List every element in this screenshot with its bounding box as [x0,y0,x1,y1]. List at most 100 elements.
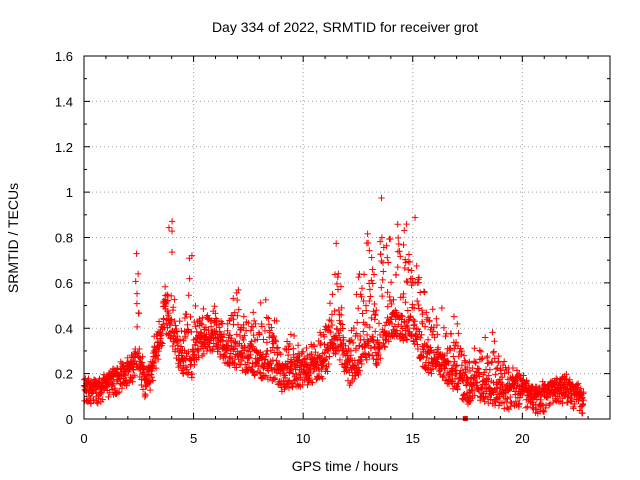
data-point [250,331,257,339]
data-point [410,337,417,344]
data-point [540,408,548,416]
data-point [333,326,341,333]
data-point [489,349,497,357]
data-point [270,375,277,383]
data-point [252,320,259,328]
data-point [363,331,371,339]
data-point [424,336,432,343]
data-point [194,346,202,353]
data-point [461,390,468,398]
data-point [117,380,124,387]
data-point [180,337,187,345]
data-point [284,381,291,388]
data-point [152,364,160,372]
data-point [381,343,388,350]
data-point [559,400,566,407]
data-point [493,394,500,401]
data-point [328,321,336,329]
data-point [403,336,411,344]
data-point [494,395,502,402]
data-point [353,319,361,326]
data-point [410,316,417,324]
data-point [358,360,365,368]
data-point [290,345,297,352]
data-point [368,254,375,261]
data-point [133,323,141,331]
data-point [476,373,483,380]
data-point [387,279,395,286]
data-point [364,230,371,238]
data-point [294,342,302,349]
data-point [401,227,408,234]
data-point [489,329,496,336]
data-point [258,355,266,362]
data-point [349,339,357,347]
data-point [380,340,387,347]
data-point [392,271,400,278]
data-point [304,381,311,389]
data-point [368,314,375,322]
data-point [200,350,208,358]
data-point [336,317,343,324]
data-point [390,326,397,333]
data-point [336,311,343,318]
data-point [182,356,189,364]
data-point [400,241,407,249]
data-point [367,293,374,300]
data-point [180,370,187,377]
data-point [234,321,242,328]
data-point [262,296,269,304]
data-point [275,349,283,356]
data-point [265,315,272,322]
data-point [179,365,187,372]
data-point [146,386,154,394]
data-point [230,295,237,302]
data-point [414,345,422,353]
data-point [165,309,172,317]
data-point [475,365,483,373]
data-point [114,389,122,396]
data-point [404,279,411,286]
data-point [207,323,215,330]
y-tick-label: 0.4 [55,321,73,336]
data-point [544,394,551,401]
data-point [94,400,102,407]
data-point [173,328,180,335]
data-point [244,359,252,366]
data-point [499,374,506,381]
data-point [397,253,404,260]
data-point [260,336,267,343]
data-point [190,351,197,358]
data-point [378,234,386,241]
data-point [564,399,571,406]
data-point [514,371,522,379]
data-point [373,306,380,314]
data-point [123,382,130,389]
data-point [262,372,270,379]
x-tick-label: 20 [515,431,529,446]
data-point [228,335,235,342]
data-point [370,355,377,363]
data-point [230,346,237,353]
data-point [477,348,485,355]
data-point [153,352,161,359]
data-point [394,248,402,255]
data-point [393,309,400,316]
data-point [574,380,582,387]
data-point [377,355,384,362]
data-point [366,323,373,331]
data-point [402,299,409,306]
data-point [355,305,362,312]
data-point [378,284,385,291]
data-point [306,366,313,373]
data-point [233,289,240,297]
data-point [539,401,547,408]
data-point [338,304,345,312]
data-point [492,371,499,378]
data-point [418,331,425,338]
data-point [400,319,408,326]
data-point [458,347,465,355]
data-point [360,297,367,305]
data-point [408,275,416,282]
data-point [168,218,176,225]
